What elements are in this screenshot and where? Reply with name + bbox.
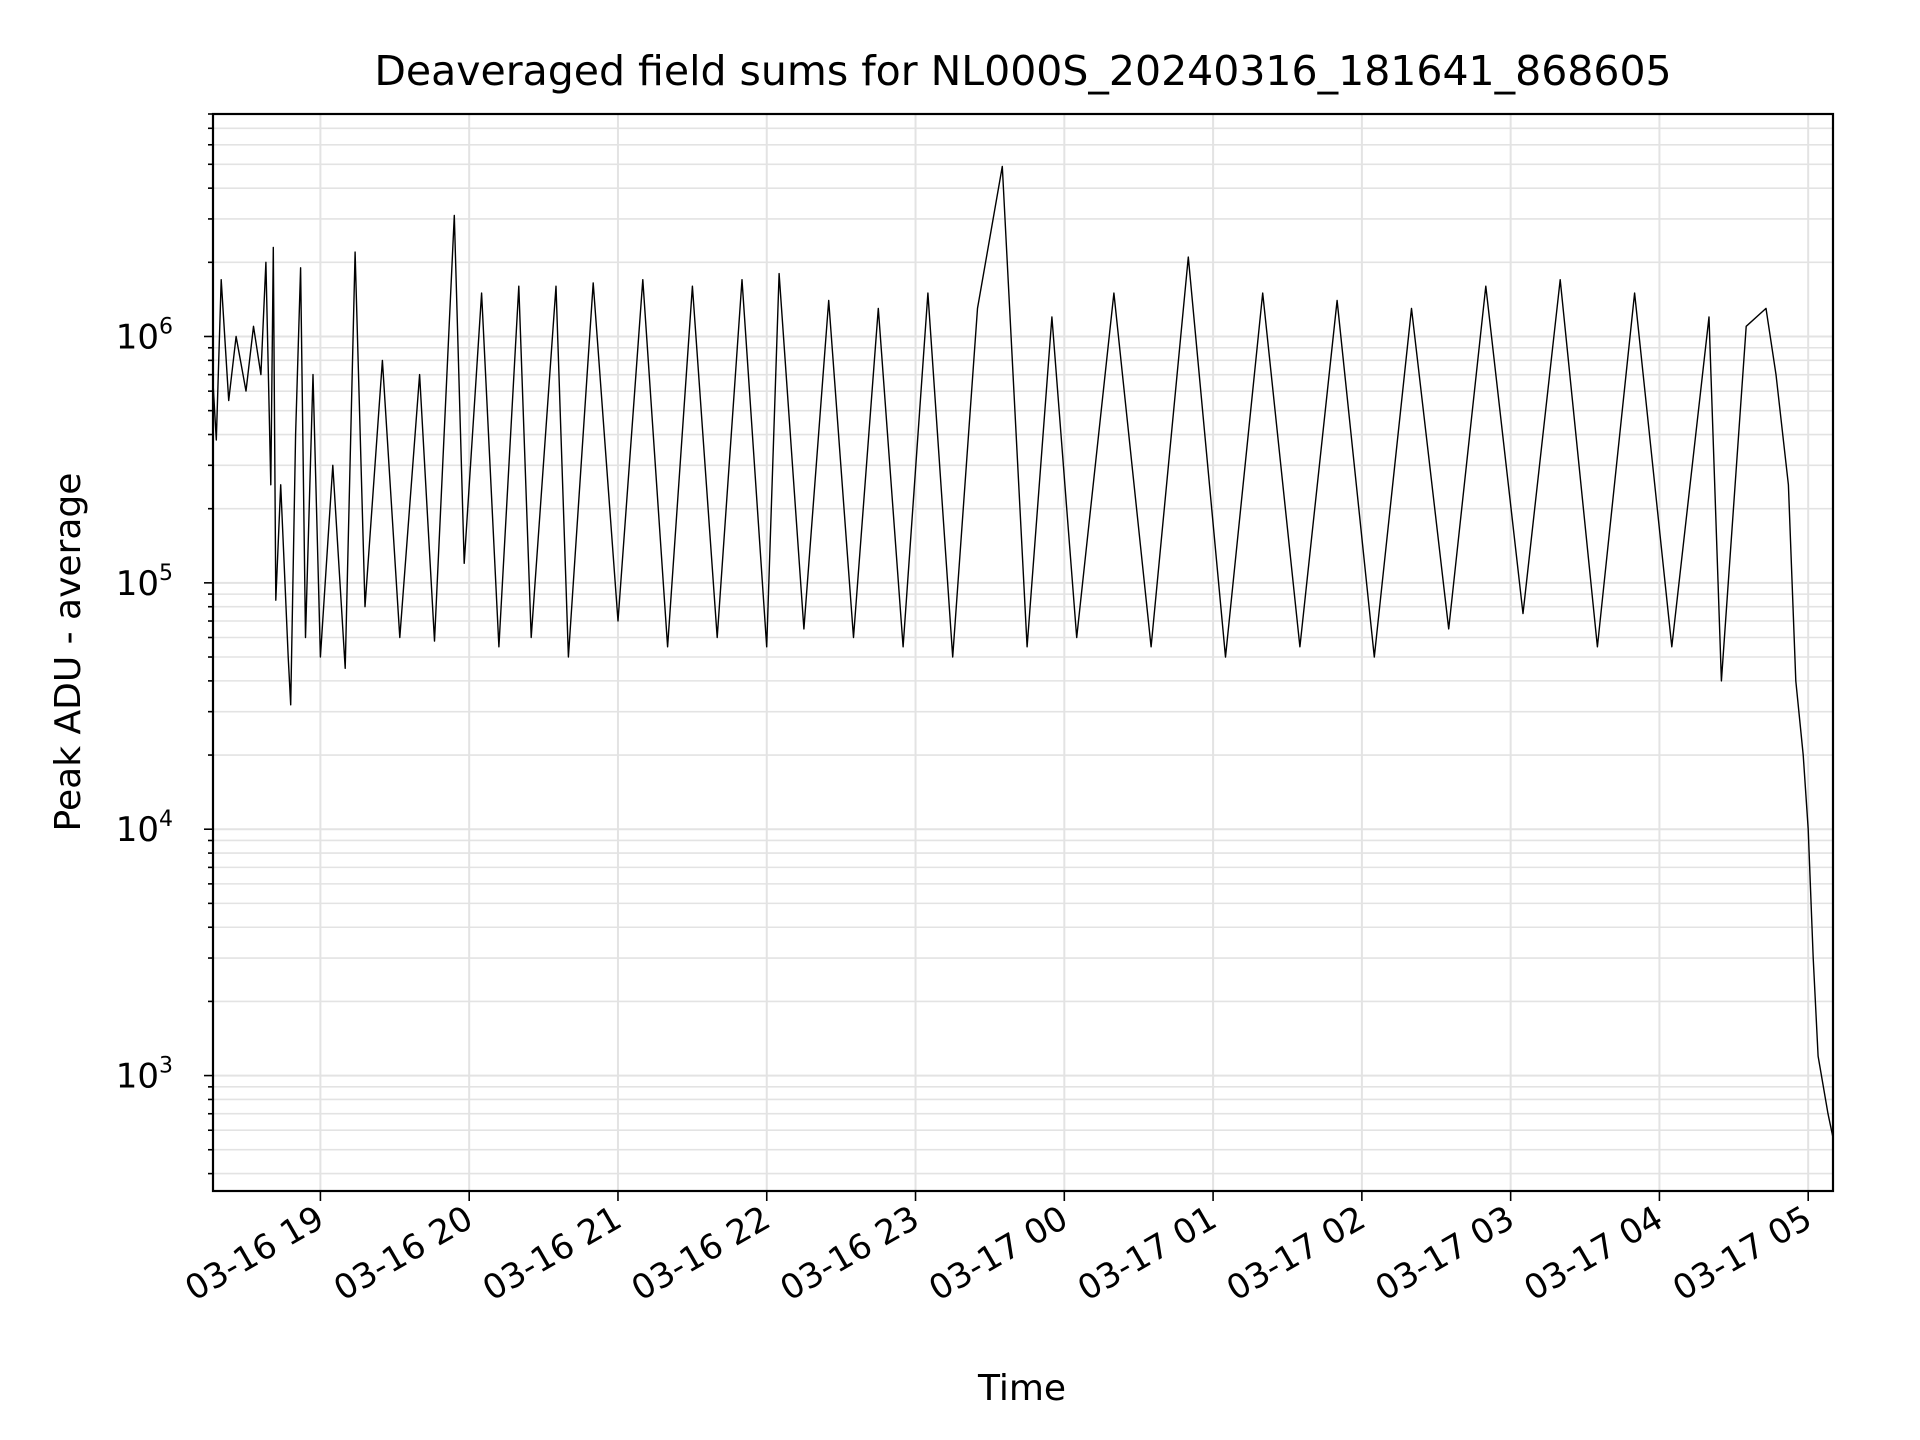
y-tick-base: 10: [116, 564, 159, 604]
y-tick-label: 106: [116, 314, 173, 357]
grid-layer: [213, 113, 1833, 1191]
y-tick-base: 10: [116, 810, 159, 850]
series-layer: [212, 165, 1834, 1138]
x-axis-label: Time: [977, 1368, 1066, 1409]
y-tick-label: 103: [116, 1054, 173, 1097]
y-tick-base: 10: [116, 1057, 159, 1097]
y-tick-label: 105: [116, 561, 173, 604]
y-tick-exponent: 4: [159, 807, 173, 832]
chart-title: Deaveraged field sums for NL000S_2024031…: [374, 47, 1671, 95]
y-axis-label: Peak ADU - average: [48, 473, 89, 832]
y-tick-base: 10: [116, 317, 159, 357]
y-tick-label: 104: [116, 807, 173, 850]
y-tick-exponent: 3: [159, 1054, 173, 1079]
series-line: [212, 165, 1834, 1138]
y-tick-exponent: 5: [159, 561, 173, 586]
y-tick-exponent: 6: [159, 314, 173, 339]
plot-frame: [211, 112, 1835, 1193]
